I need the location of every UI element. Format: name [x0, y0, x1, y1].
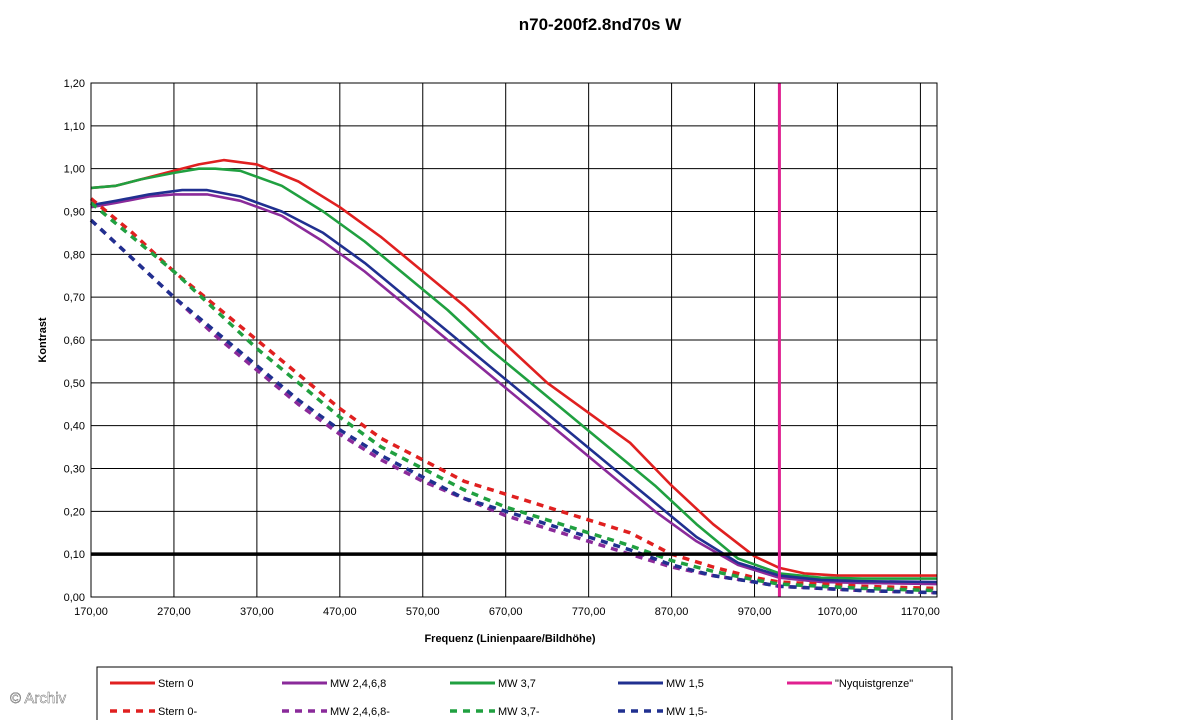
series-line-8	[89, 218, 938, 595]
reference-lines	[91, 83, 937, 597]
x-axis-ticks: 170,00 270,00 370,00 470,00 570,00 670,00 770,…	[74, 606, 940, 618]
y-tick-label: 0,40	[64, 421, 85, 433]
series-line-3	[90, 188, 938, 584]
y-tick-label: 0,30	[64, 464, 85, 476]
legend-label: Stern 0-	[158, 706, 197, 718]
y-tick-label: 0,20	[64, 506, 85, 518]
y-tick-label: 0,50	[64, 378, 85, 390]
y-tick-label: 0,70	[64, 292, 85, 304]
x-tick-label: 470,00	[323, 606, 357, 618]
x-tick-label: 970,00	[738, 606, 772, 618]
y-axis-ticks: 0,00 0,10 0,20 0,30 0,40 0,50 0,60 0,70 0,80 0,90…	[64, 78, 85, 604]
y-tick-label: 0,90	[64, 207, 85, 219]
chart-title: n70-200f2.8nd70s W	[519, 15, 682, 34]
x-tick-label: 870,00	[655, 606, 689, 618]
legend-box	[96, 666, 953, 720]
legend-label: Stern 0	[158, 678, 193, 690]
y-tick-label: 1,20	[64, 78, 85, 90]
y-tick-label: 1,10	[64, 121, 85, 133]
x-axis-title: Frequenz (Linienpaare/Bildhöhe)	[424, 633, 595, 645]
legend-entries: Stern 0 MW 2,4,6,8 MW 3,7 MW 1,5 "Nyquistgre…	[110, 678, 913, 718]
x-tick-label: 170,00	[74, 606, 108, 618]
y-tick-label: 1,00	[64, 164, 85, 176]
series-line-5	[89, 197, 938, 591]
legend: Stern 0 MW 2,4,6,8 MW 3,7 MW 1,5 "Nyquistgre…	[96, 666, 953, 720]
y-tick-label: 0,60	[64, 335, 85, 347]
y-tick-label: 0,10	[64, 549, 85, 561]
legend-label: MW 1,5-	[666, 706, 708, 718]
plot-area-border	[90, 82, 938, 598]
series-line-7	[89, 201, 938, 593]
x-tick-label: 670,00	[489, 606, 523, 618]
series-line-0	[90, 158, 937, 577]
y-tick-label: 0,00	[64, 592, 85, 604]
y-axis-title: Kontrast	[37, 317, 49, 363]
x-tick-label: 270,00	[157, 606, 191, 618]
x-tick-label: 370,00	[240, 606, 274, 618]
legend-label: MW 2,4,6,8	[330, 678, 386, 690]
y-tick-label: 0,80	[64, 249, 85, 261]
legend-label: MW 3,7-	[498, 706, 540, 718]
x-tick-label: 570,00	[406, 606, 440, 618]
x-tick-label: 1170,00	[901, 606, 940, 618]
series-line-2	[90, 167, 937, 580]
series-line-6	[89, 218, 938, 595]
legend-label: MW 1,5	[666, 678, 704, 690]
legend-label: MW 2,4,6,8-	[330, 706, 390, 718]
copyright-watermark: © Archiv	[10, 690, 67, 707]
legend-label: "Nyquistgrenze"	[835, 678, 913, 690]
legend-label: MW 3,7	[498, 678, 536, 690]
x-tick-label: 770,00	[572, 606, 606, 618]
series-line-1	[90, 193, 938, 586]
x-tick-label: 1070,00	[818, 606, 858, 618]
series-layer	[89, 158, 938, 595]
